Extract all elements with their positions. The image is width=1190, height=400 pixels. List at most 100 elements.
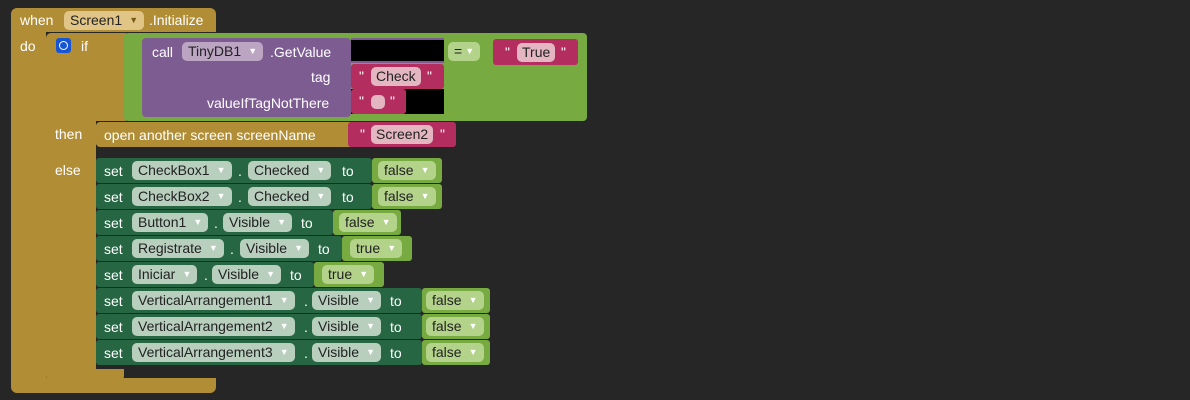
- boolean-block[interactable]: true ▼: [314, 262, 384, 287]
- component-dropdown-screen1[interactable]: Screen1 ▼: [64, 11, 145, 30]
- property-dropdown[interactable]: Visible ▼: [223, 213, 292, 232]
- boolean-block[interactable]: false ▼: [422, 314, 490, 339]
- component-dropdown[interactable]: VerticalArrangement1 ▼: [132, 291, 295, 310]
- component-dropdown[interactable]: Registrate ▼: [132, 239, 224, 258]
- dropdown-value: VerticalArrangement2: [138, 318, 273, 334]
- component-dropdown[interactable]: VerticalArrangement2 ▼: [132, 317, 295, 336]
- set-label: set: [104, 163, 123, 179]
- dropdown-value: Button1: [138, 214, 187, 230]
- boolean-dropdown[interactable]: false ▼: [426, 317, 484, 336]
- dot-label: .: [304, 293, 308, 309]
- dropdown-value: false: [384, 162, 414, 178]
- property-dropdown[interactable]: Visible ▼: [312, 317, 381, 336]
- setter-block[interactable]: set Iniciar ▼ . Visible ▼ to: [96, 262, 314, 287]
- to-label: to: [390, 319, 402, 335]
- chevron-down-icon: ▼: [182, 269, 192, 279]
- chevron-down-icon: ▼: [381, 217, 391, 227]
- setter-block[interactable]: set VerticalArrangement1 ▼ . Visible ▼ to: [96, 288, 422, 313]
- chevron-down-icon: ▼: [208, 243, 218, 253]
- setter-block[interactable]: set VerticalArrangement2 ▼ . Visible ▼ to: [96, 314, 422, 339]
- chevron-down-icon: ▼: [387, 243, 397, 253]
- if-then-else-block[interactable]: if then else: [46, 33, 126, 381]
- text-block-true[interactable]: " True ": [493, 39, 578, 65]
- quote-open: ": [505, 44, 510, 60]
- true-text-value[interactable]: True: [517, 43, 556, 62]
- setter-block[interactable]: set CheckBox2 ▼ . Checked ▼ to: [96, 184, 372, 209]
- text-block-screen2[interactable]: " Screen2 ": [348, 122, 456, 147]
- method-label: .GetValue: [270, 44, 332, 60]
- component-dropdown-tinydb1[interactable]: TinyDB1 ▼: [182, 42, 264, 61]
- setter-block[interactable]: set Registrate ▼ . Visible ▼ to: [96, 236, 342, 261]
- dropdown-value: Registrate: [138, 240, 202, 256]
- chevron-down-icon: ▼: [277, 217, 286, 227]
- mutator-gear-icon[interactable]: [56, 38, 71, 53]
- do-label: do: [20, 38, 36, 54]
- default-text-value[interactable]: [371, 95, 385, 109]
- property-dropdown[interactable]: Checked ▼: [248, 161, 332, 180]
- boolean-dropdown[interactable]: true ▼: [322, 265, 375, 284]
- if-label: if: [81, 38, 88, 54]
- boolean-dropdown[interactable]: false ▼: [378, 161, 436, 180]
- dropdown-value: VerticalArrangement1: [138, 292, 273, 308]
- chevron-down-icon: ▼: [468, 295, 478, 305]
- dropdown-value: false: [432, 344, 462, 360]
- chevron-down-icon: ▼: [465, 46, 475, 56]
- dropdown-value: CheckBox2: [138, 188, 210, 204]
- property-dropdown[interactable]: Checked ▼: [248, 187, 332, 206]
- setter-block[interactable]: set Button1 ▼ . Visible ▼ to: [96, 210, 333, 235]
- to-label: to: [290, 267, 302, 283]
- component-dropdown[interactable]: CheckBox2 ▼: [132, 187, 232, 206]
- tinydb-getvalue-block[interactable]: call TinyDB1 ▼ .GetValue tag valueIfTagN…: [142, 38, 351, 117]
- component-dropdown[interactable]: Iniciar ▼: [132, 265, 198, 284]
- component-dropdown[interactable]: Button1 ▼: [132, 213, 209, 232]
- component-dropdown[interactable]: CheckBox1 ▼: [132, 161, 232, 180]
- property-dropdown[interactable]: Visible ▼: [312, 291, 381, 310]
- setter-block[interactable]: set CheckBox1 ▼ . Checked ▼ to: [96, 158, 372, 183]
- property-dropdown[interactable]: Visible ▼: [212, 265, 281, 284]
- open-another-screen-block[interactable]: open another screen screenName: [96, 122, 354, 147]
- chevron-down-icon: ▼: [366, 321, 375, 331]
- chevron-down-icon: ▼: [216, 165, 226, 175]
- boolean-dropdown[interactable]: true ▼: [350, 239, 403, 258]
- boolean-block[interactable]: false ▼: [372, 158, 442, 183]
- event-name-label: .Initialize: [149, 12, 204, 28]
- setter-block[interactable]: set VerticalArrangement3 ▼ . Visible ▼ to: [96, 340, 422, 365]
- text-block-tag[interactable]: " Check ": [351, 64, 444, 89]
- boolean-dropdown[interactable]: false ▼: [339, 213, 397, 232]
- tag-text-value[interactable]: Check: [371, 67, 421, 86]
- then-label: then: [55, 126, 83, 142]
- property-dropdown[interactable]: Visible ▼: [240, 239, 309, 258]
- open-screen-label: open another screen screenName: [104, 127, 316, 143]
- tag-label: tag: [311, 69, 331, 85]
- dropdown-value: VerticalArrangement3: [138, 344, 273, 360]
- boolean-dropdown[interactable]: false ▼: [426, 343, 484, 362]
- to-label: to: [390, 345, 402, 361]
- operator-dropdown[interactable]: = ▼: [448, 42, 481, 61]
- to-label: to: [318, 241, 330, 257]
- boolean-block[interactable]: true ▼: [342, 236, 412, 261]
- dot-label: .: [238, 163, 242, 179]
- dot-label: .: [204, 267, 208, 283]
- event-block-screen1-initialize[interactable]: when Screen1 ▼ .Initialize do: [11, 8, 216, 393]
- dropdown-value: Screen1: [70, 12, 123, 28]
- property-dropdown[interactable]: Visible ▼: [312, 343, 381, 362]
- set-label: set: [104, 345, 123, 361]
- boolean-block[interactable]: false ▼: [333, 210, 401, 235]
- set-label: set: [104, 293, 123, 309]
- dropdown-value: Iniciar: [138, 266, 176, 282]
- text-block-default[interactable]: " ": [351, 89, 406, 114]
- dropdown-value: Visible: [318, 318, 359, 334]
- boolean-block[interactable]: false ▼: [422, 288, 490, 313]
- quote-close: ": [427, 68, 432, 84]
- chevron-down-icon: ▼: [279, 295, 289, 305]
- component-dropdown[interactable]: VerticalArrangement3 ▼: [132, 343, 295, 362]
- set-label: set: [104, 267, 123, 283]
- boolean-block[interactable]: false ▼: [422, 340, 490, 365]
- boolean-block[interactable]: false ▼: [372, 184, 442, 209]
- screen-name-value[interactable]: Screen2: [371, 125, 434, 144]
- to-label: to: [342, 189, 354, 205]
- boolean-dropdown[interactable]: false ▼: [426, 291, 484, 310]
- chevron-down-icon: ▼: [279, 321, 289, 331]
- to-label: to: [390, 293, 402, 309]
- boolean-dropdown[interactable]: false ▼: [378, 187, 436, 206]
